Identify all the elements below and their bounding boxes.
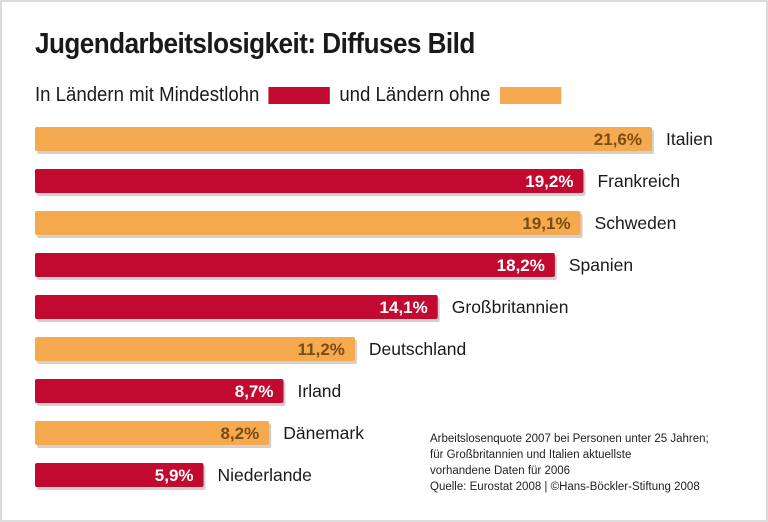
chart-title: Jugendarbeitslosigkeit: Diffuses Bild bbox=[35, 28, 475, 60]
bar-schweden bbox=[35, 211, 581, 235]
bar-dänemark bbox=[35, 421, 270, 445]
value-label: 19,2% bbox=[525, 172, 573, 191]
category-label: Irland bbox=[298, 381, 342, 401]
category-label: Niederlande bbox=[218, 465, 312, 485]
value-label: 19,1% bbox=[522, 214, 570, 233]
value-label: 14,1% bbox=[380, 298, 428, 317]
bar-deutschland bbox=[35, 337, 355, 361]
bar-irland bbox=[35, 379, 284, 403]
legend-label-mit: In Ländern mit Mindestlohn bbox=[35, 84, 260, 106]
category-label: Deutschland bbox=[369, 339, 466, 359]
note-line: Arbeitslosenquote 2007 bei Personen unte… bbox=[430, 433, 709, 445]
bar-großbritannien bbox=[35, 295, 438, 319]
note-line: für Großbritannien und Italien aktuellst… bbox=[430, 449, 632, 461]
note-line: Quelle: Eurostat 2008 | ©Hans-Böckler-St… bbox=[430, 481, 700, 493]
category-label: Frankreich bbox=[597, 171, 680, 191]
value-label: 5,9% bbox=[155, 466, 194, 485]
value-label: 18,2% bbox=[497, 256, 545, 275]
category-label: Großbritannien bbox=[452, 297, 569, 317]
legend: In Ländern mit Mindestlohn und Ländern o… bbox=[35, 84, 570, 107]
category-label: Dänemark bbox=[283, 423, 364, 443]
bar-spanien bbox=[35, 253, 555, 277]
legend-swatch-mit bbox=[268, 87, 331, 104]
value-label: 8,7% bbox=[235, 382, 274, 401]
bar-italien bbox=[35, 127, 652, 151]
value-label: 11,2% bbox=[298, 340, 345, 359]
value-label: 8,2% bbox=[220, 424, 259, 443]
source-note: Arbeitslosenquote 2007 bei Personen unte… bbox=[430, 431, 709, 495]
category-label: Spanien bbox=[569, 255, 633, 275]
bar-frankreich bbox=[35, 169, 584, 193]
bar-niederlande bbox=[35, 463, 204, 487]
value-label: 21,6% bbox=[594, 130, 642, 149]
legend-swatch-ohne bbox=[499, 87, 562, 104]
legend-label-ohne: und Ländern ohne bbox=[339, 84, 491, 106]
category-label: Schweden bbox=[595, 213, 677, 233]
category-label: Italien bbox=[666, 129, 713, 149]
note-line: vorhandene Daten für 2006 bbox=[430, 465, 571, 477]
